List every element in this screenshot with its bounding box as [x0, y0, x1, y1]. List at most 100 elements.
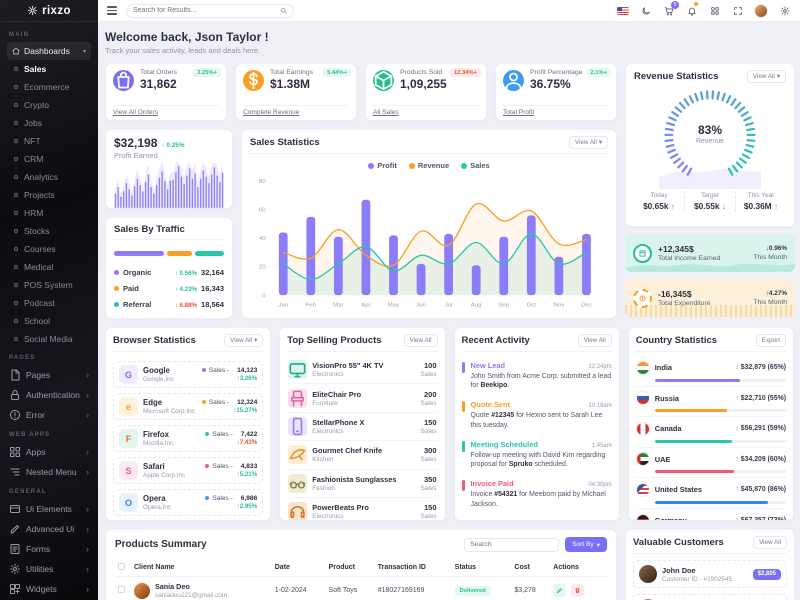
sidebar-item[interactable]: Widgets › — [7, 579, 91, 599]
sidebar-item[interactable]: Nested Menu › — [7, 462, 91, 482]
browser-row[interactable]: e Edge Microsoft Corp,Inc Sales - 12,324… — [113, 393, 264, 420]
country-progress-fill — [654, 378, 741, 382]
brand-logo[interactable]: rixzo — [0, 0, 98, 22]
chevron-right-icon: › — [86, 503, 89, 514]
customer-row[interactable]: John Doe Customer ID - #1902545 $2,805 — [633, 560, 787, 588]
country-flag-icon — [635, 391, 650, 406]
user-avatar[interactable] — [754, 3, 768, 18]
select-all-checkbox[interactable] — [118, 563, 125, 570]
sidebar-item[interactable]: Forms › — [7, 539, 91, 559]
kpi-link[interactable]: Total Profit — [503, 105, 609, 116]
sidebar-sub-item[interactable]: NFT — [7, 132, 91, 150]
activity-pill — [461, 519, 465, 520]
edit-button[interactable] — [553, 584, 567, 597]
search-icon[interactable] — [280, 7, 287, 14]
view-all-button[interactable]: View All — [753, 536, 787, 549]
product-row[interactable]: Fashionista Sunglasses Fashion 350 Sales — [287, 470, 438, 498]
sidebar-sub-item[interactable]: POS System — [7, 276, 91, 294]
table-search-input[interactable] — [470, 541, 554, 548]
export-button[interactable]: Export — [755, 334, 786, 347]
column-header[interactable]: Client Name — [131, 559, 272, 577]
browser-row[interactable]: O Opera Opera,Inc Sales - 6,986 ↑2.95% — [113, 489, 264, 516]
sidebar-sub-item[interactable]: School — [7, 312, 91, 330]
sidebar-sub-item[interactable]: Courses — [7, 240, 91, 258]
sidebar-sub-item[interactable]: Crypto — [7, 96, 91, 114]
product-row[interactable]: VisionPro 55" 4K TV Electronics 100 Sale… — [287, 356, 438, 385]
kpi-link[interactable]: Complete Revenue — [243, 105, 349, 116]
cart-button[interactable]: 5 — [662, 1, 679, 17]
column-header[interactable]: Cost — [511, 559, 551, 577]
column-header[interactable]: Date — [271, 559, 326, 577]
language-flag-button[interactable] — [616, 4, 629, 17]
sidebar-item-dashboards[interactable]: Dashboards ▾ — [7, 42, 91, 60]
sidebar-sub-item[interactable]: CRM — [7, 150, 91, 168]
sidebar-sub-item[interactable]: Ecommerce — [7, 78, 91, 96]
svg-text:Nov: Nov — [554, 302, 565, 308]
sort-by-button[interactable]: Sort By ▾ — [565, 537, 607, 552]
view-all-button[interactable]: View All — [403, 334, 438, 347]
column-header[interactable]: Product — [325, 559, 375, 577]
svg-text:Mar: Mar — [333, 302, 343, 308]
kpi-value: 1,09,255 — [400, 77, 447, 91]
view-all-button[interactable]: View All — [577, 334, 612, 347]
country-progress-track — [654, 439, 786, 443]
browser-row[interactable]: G Google Google,Inc Sales - 14,123 ↑3.26… — [113, 361, 264, 388]
svg-text:May: May — [388, 302, 399, 308]
product-row[interactable]: Gourmet Chef Knife Kitchen 300 Sales — [287, 441, 438, 470]
activity-pill — [461, 480, 465, 492]
kpi-link[interactable]: View All Orders — [113, 105, 219, 116]
sidebar-sub-item[interactable]: Podcast — [7, 294, 91, 312]
browser-row[interactable]: S Safari Apple Corp,Inc Sales - 4,833 ↑5… — [113, 457, 264, 484]
sidebar-item[interactable]: Pages › — [7, 365, 91, 385]
sidebar-sub-item[interactable]: Jobs — [7, 114, 91, 132]
sidebar-item[interactable]: Advanced Ui › — [7, 519, 91, 539]
product-row[interactable]: PowerBeats Pro Electronics 150 Sales — [287, 498, 437, 520]
sidebar-item[interactable]: Authentication › — [7, 385, 91, 405]
product-row[interactable]: EliteChair Pro Furniture 200 Sales — [287, 384, 438, 413]
sidebar-sub-item[interactable]: Social Media — [7, 330, 91, 348]
view-all-button[interactable]: View All ▾ — [568, 136, 608, 149]
product-row[interactable]: StellarPhone X Electronics 150 Sales — [287, 413, 438, 442]
browser-row[interactable]: F Firefox Mozilla,Inc Sales - 7,422 ↓7.4… — [113, 425, 264, 452]
sidebar-sub-label: Medical — [24, 262, 54, 272]
fullscreen-button[interactable] — [731, 4, 744, 17]
search-input[interactable] — [133, 7, 280, 14]
sidebar-sub-item[interactable]: Analytics — [7, 168, 91, 186]
row-checkbox[interactable] — [118, 586, 125, 593]
customer-row[interactable]: Emiley $3,948 — [633, 594, 787, 600]
column-header[interactable]: Transaction ID — [374, 559, 452, 577]
svg-text:Jul: Jul — [445, 302, 453, 308]
kpi-value: 31,862 — [140, 77, 177, 91]
column-header[interactable]: Actions — [550, 559, 607, 577]
trend-arrow-icon: ↑ — [670, 200, 675, 211]
traffic-stacked-bar — [114, 251, 224, 256]
sidebar-item[interactable]: Error › — [7, 405, 91, 425]
sidebar-sub-item[interactable]: Medical — [7, 258, 91, 276]
gauge-label: Revenue — [695, 138, 725, 145]
sidebar-item[interactable]: Ui Elements › — [7, 499, 91, 519]
sidebar-sub-item[interactable]: HRM — [7, 204, 91, 222]
view-all-button[interactable]: View All ▾ — [746, 70, 786, 83]
sidebar-item[interactable]: Utilities › — [7, 559, 91, 579]
browser-list: G Google Google,Inc Sales - 14,123 ↑3.26… — [113, 356, 264, 516]
activity-pill — [461, 361, 465, 373]
expenditure-summary-card: -16,345$ Total Expenditure ↑4.27% This M… — [625, 279, 795, 317]
sidebar-sub-label: Ecommerce — [24, 82, 70, 92]
dark-mode-button[interactable] — [639, 4, 652, 17]
settings-button[interactable] — [778, 4, 791, 17]
bullet-icon — [14, 247, 18, 251]
chevron-down-icon: ▾ — [598, 139, 602, 146]
kpi-link[interactable]: All Sales — [373, 105, 479, 116]
revenue-stat-value: $0.55k — [694, 200, 720, 211]
sidebar-sub-item[interactable]: Sales — [7, 60, 91, 78]
apps-grid-button[interactable] — [708, 4, 721, 17]
view-all-button[interactable]: View All ▾ — [224, 334, 264, 347]
column-header[interactable]: Status — [451, 559, 512, 577]
sidebar-item[interactable]: Apps › — [7, 442, 91, 462]
sidebar-sub-item[interactable]: Stocks — [7, 222, 91, 240]
delete-button[interactable] — [571, 584, 585, 597]
notifications-button[interactable] — [685, 2, 698, 17]
country-progress-fill — [654, 500, 768, 504]
sidebar-sub-item[interactable]: Projects — [7, 186, 91, 204]
hamburger-menu-icon[interactable] — [107, 6, 117, 15]
